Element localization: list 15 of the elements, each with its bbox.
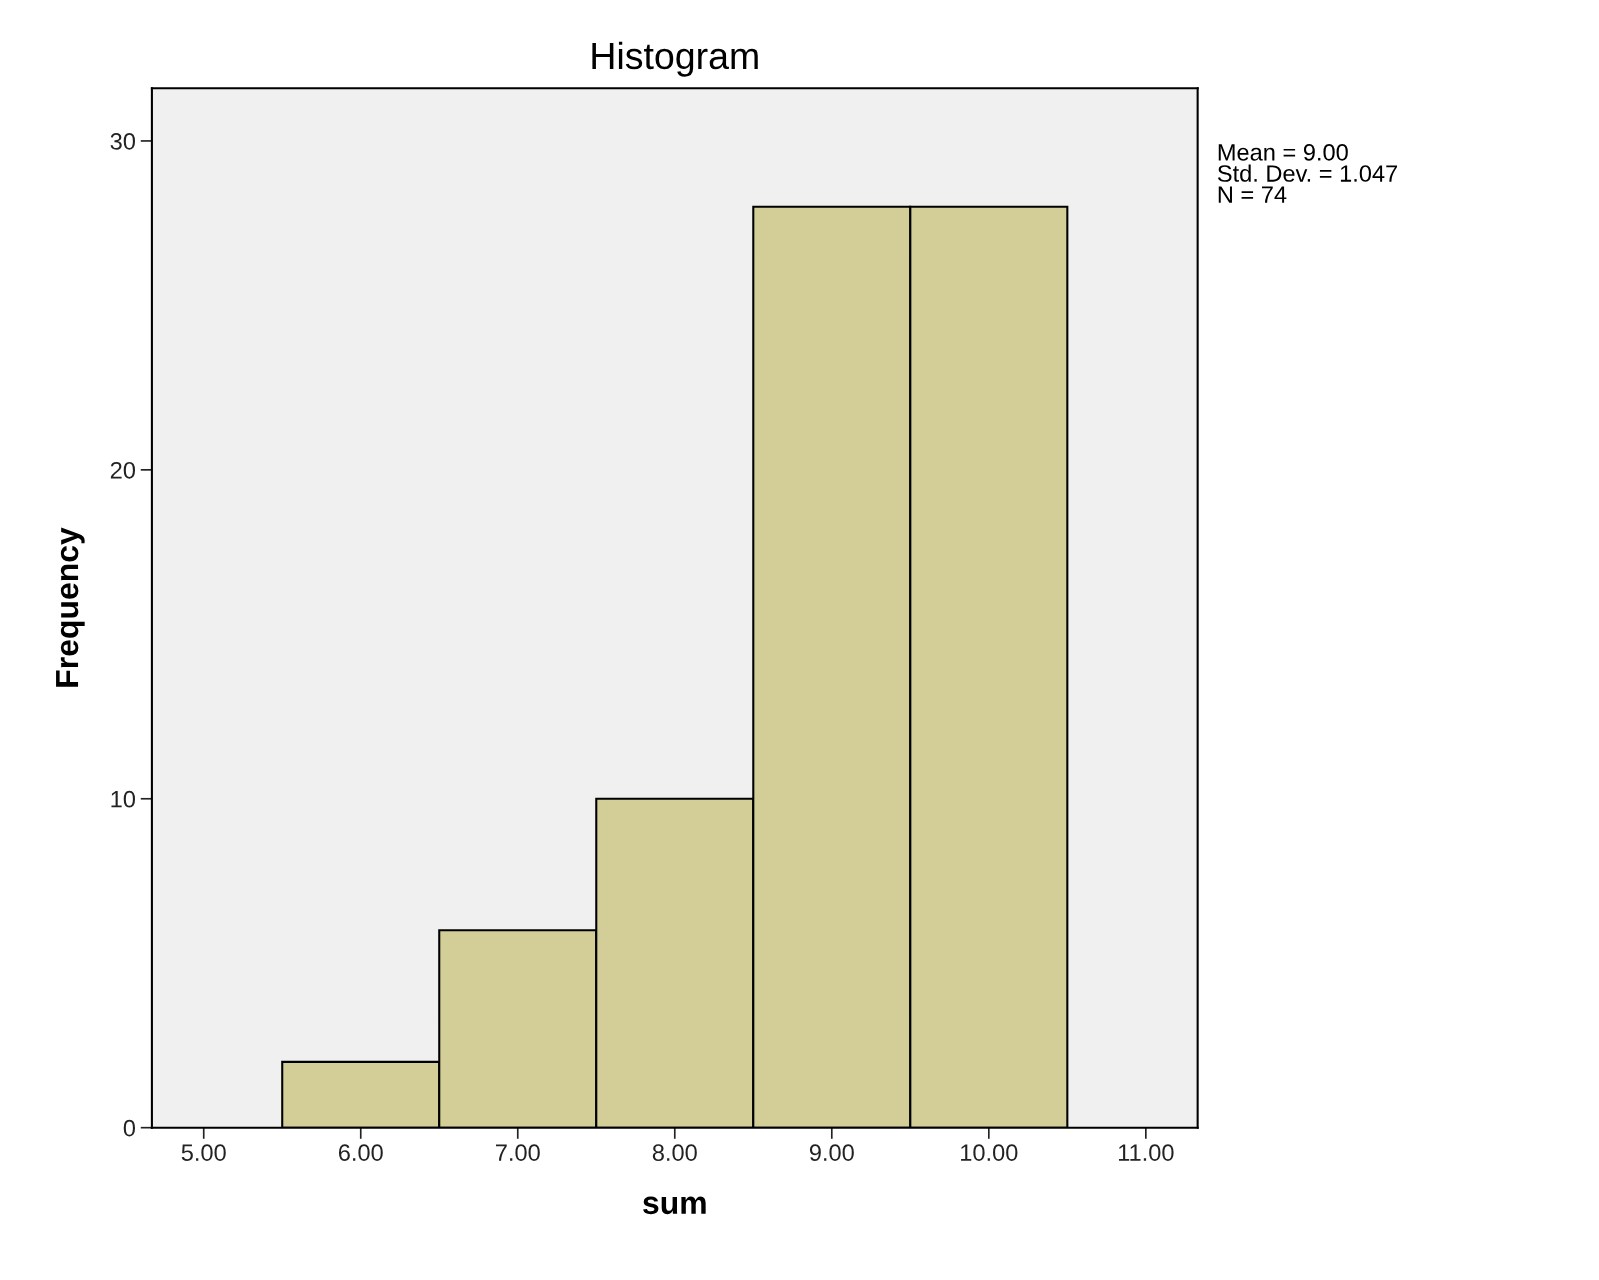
- x-tick-label: 8.00: [652, 1144, 697, 1161]
- y-tick-label: 10: [111, 790, 136, 808]
- y-axis-title: Frequency: [56, 527, 85, 687]
- x-tick-label: 10.00: [961, 1144, 1018, 1161]
- x-tick-label: 7.00: [495, 1144, 540, 1161]
- y-tick-label: 30: [110, 133, 136, 150]
- text: Mean = 9.00 Std. Dev. = 1.047 N = 74: [1217, 143, 1398, 203]
- x-tick-label: 11.00: [1118, 1144, 1174, 1161]
- x-tick-label: 6.00: [338, 1144, 383, 1161]
- chart-title: Histogram: [592, 41, 758, 77]
- x-tick-label: 9.00: [809, 1144, 854, 1161]
- x-axis-title: sum: [643, 1196, 706, 1215]
- x-tick-label: 5.00: [181, 1144, 226, 1161]
- y-tick-label: 0: [123, 1119, 136, 1137]
- y-tick-label: 20: [110, 461, 136, 479]
